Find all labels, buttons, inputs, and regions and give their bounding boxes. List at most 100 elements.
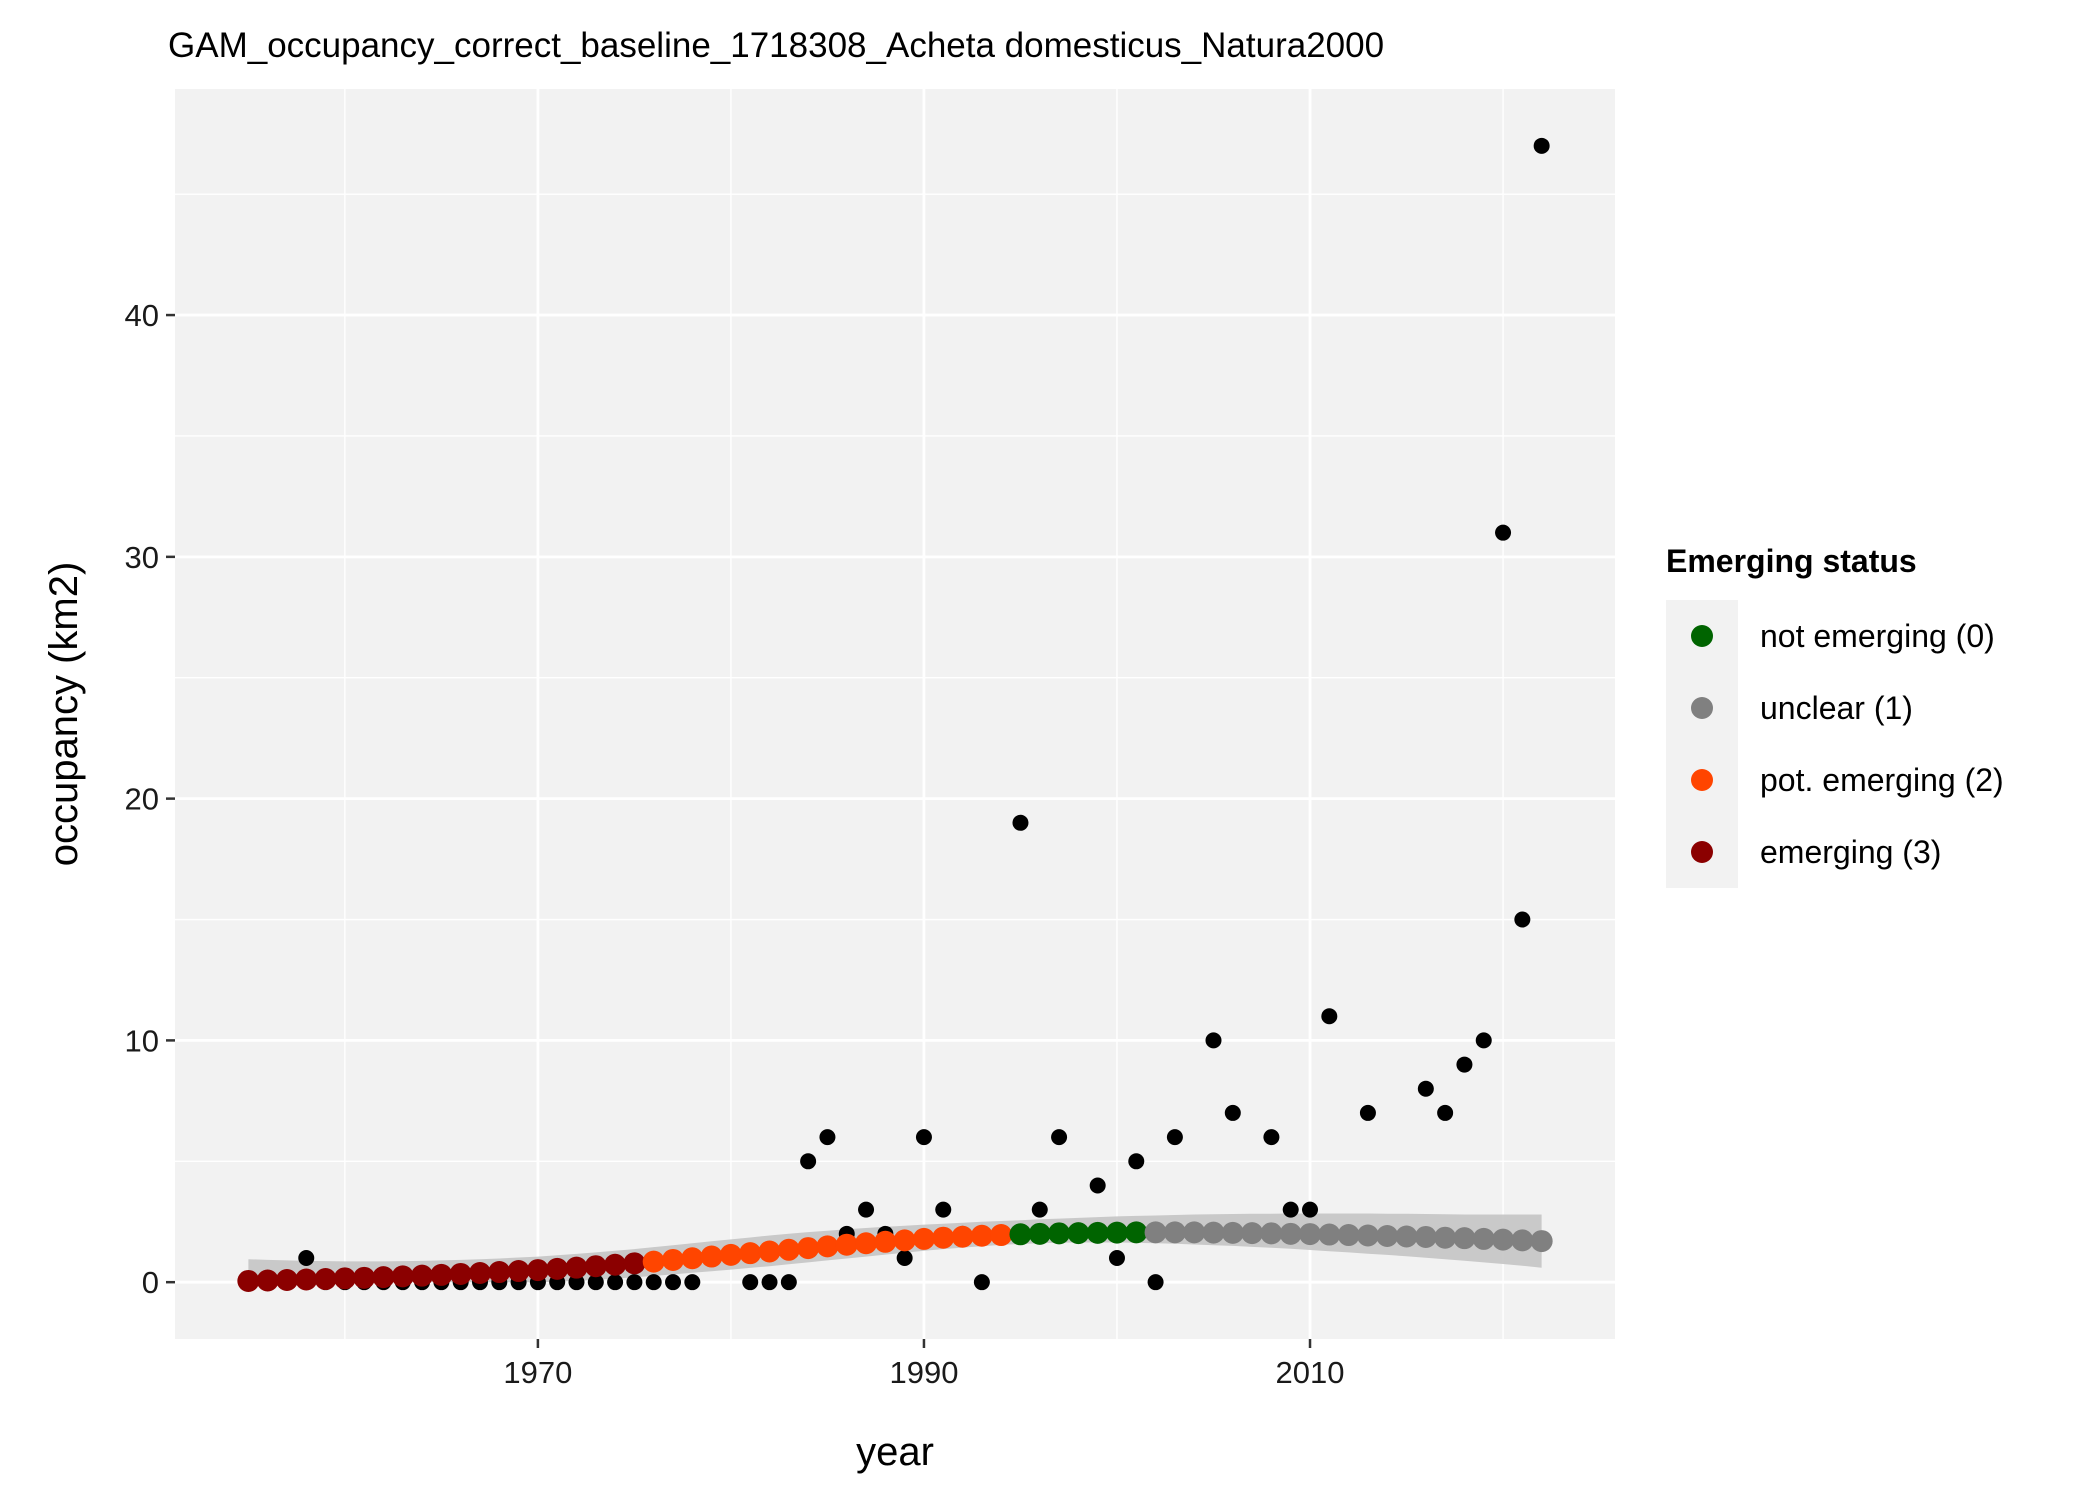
observed-point: [1282, 1201, 1299, 1218]
x-axis-title: year: [856, 1430, 934, 1474]
fit-point: [990, 1224, 1013, 1247]
legend-key: [1691, 625, 1713, 647]
y-tick-label: 30: [125, 540, 159, 575]
x-tick-label: 1970: [503, 1355, 572, 1390]
fit-point: [642, 1250, 665, 1273]
fit-point: [912, 1227, 935, 1250]
fit-point: [1376, 1225, 1399, 1248]
observed-point: [665, 1274, 682, 1291]
observed-point: [298, 1250, 315, 1267]
observed-point: [1495, 524, 1512, 541]
legend-key-background: [1666, 600, 1738, 888]
fit-point: [1028, 1222, 1051, 1245]
legend-title: Emerging status: [1666, 543, 1917, 579]
fit-point: [1086, 1221, 1109, 1244]
y-axis: 0 10 20 30 40: [125, 298, 175, 1300]
y-tick-label: 10: [125, 1023, 159, 1058]
legend-label: emerging (3): [1760, 834, 1941, 870]
observed-point: [1514, 911, 1531, 928]
fit-point: [1183, 1221, 1206, 1244]
observed-point: [1302, 1201, 1319, 1218]
observed-point: [1456, 1056, 1473, 1073]
fit-point: [951, 1225, 974, 1248]
observed-point: [761, 1274, 778, 1291]
legend: Emerging status not emerging (0) unclear …: [1666, 543, 2004, 888]
y-tick-label: 0: [142, 1265, 159, 1300]
fit-point: [488, 1261, 511, 1284]
fit-point: [256, 1269, 279, 1292]
fit-point: [662, 1248, 685, 1271]
fit-point: [700, 1245, 723, 1268]
observed-point: [1533, 137, 1550, 154]
observed-point: [858, 1201, 875, 1218]
plot-panel: [175, 89, 1615, 1339]
fit-point: [719, 1243, 742, 1266]
fit-point: [1009, 1223, 1032, 1246]
observed-point: [645, 1274, 662, 1291]
fit-point: [1434, 1226, 1457, 1249]
legend-key: [1691, 841, 1713, 863]
observed-point: [935, 1201, 952, 1218]
legend-key: [1691, 697, 1713, 719]
fit-point: [411, 1264, 434, 1287]
fit-point: [816, 1235, 839, 1258]
fit-point: [1105, 1221, 1128, 1244]
observed-point: [1051, 1129, 1068, 1146]
observed-point: [800, 1153, 817, 1170]
fit-point: [604, 1253, 627, 1276]
fit-point: [1048, 1222, 1071, 1245]
fit-point: [449, 1262, 472, 1285]
fit-point: [314, 1268, 337, 1291]
minor-gridlines: [175, 89, 1615, 1339]
fit-point: [1221, 1221, 1244, 1244]
observed-point: [1166, 1129, 1183, 1146]
observed-point: [1437, 1104, 1454, 1121]
fit-point: [1260, 1222, 1283, 1245]
fit-point: [507, 1260, 530, 1283]
legend-key: [1691, 769, 1713, 791]
observed-point: [1475, 1032, 1492, 1049]
fit-point: [546, 1257, 569, 1280]
observed-point: [742, 1274, 759, 1291]
observed-point: [1128, 1153, 1145, 1170]
observed-point: [1321, 1008, 1338, 1025]
fit-point: [874, 1230, 897, 1253]
x-tick-label: 2010: [1276, 1355, 1345, 1390]
fit-point: [468, 1261, 491, 1284]
observed-point: [568, 1274, 585, 1291]
fit-point: [430, 1263, 453, 1286]
fit-point: [1163, 1221, 1186, 1244]
fit-point: [1299, 1223, 1322, 1246]
fit-point: [1241, 1222, 1264, 1245]
fit-point: [333, 1267, 356, 1290]
observed-point: [1417, 1080, 1434, 1097]
observed-point: [1263, 1129, 1280, 1146]
chart-title: GAM_occupancy_correct_baseline_1718308_A…: [168, 26, 1384, 65]
fit-point: [758, 1240, 781, 1263]
fit-point: [893, 1229, 916, 1252]
y-axis-title: occupancy (km2): [42, 562, 86, 867]
fit-point: [526, 1259, 549, 1282]
observed-point: [1147, 1274, 1164, 1291]
fit-point: [1279, 1222, 1302, 1245]
observed-point: [1012, 814, 1029, 831]
observed-point: [1205, 1032, 1222, 1049]
fit-point: [835, 1233, 858, 1256]
observed-point: [587, 1274, 604, 1291]
observed-point: [684, 1274, 701, 1291]
legend-label: not emerging (0): [1760, 618, 1995, 654]
fit-point: [275, 1269, 298, 1292]
observed-point: [1108, 1250, 1125, 1267]
observed-point: [973, 1274, 990, 1291]
observed-point: [1359, 1104, 1376, 1121]
fit-point: [777, 1238, 800, 1261]
fit-point: [623, 1252, 646, 1275]
gam-fit-points: [237, 1221, 1553, 1292]
observed-point: [780, 1274, 797, 1291]
fit-point: [797, 1237, 820, 1260]
major-gridlines: [175, 89, 1615, 1339]
x-tick-label: 1990: [889, 1355, 958, 1390]
fit-point: [372, 1266, 395, 1289]
fit-point: [739, 1242, 762, 1265]
